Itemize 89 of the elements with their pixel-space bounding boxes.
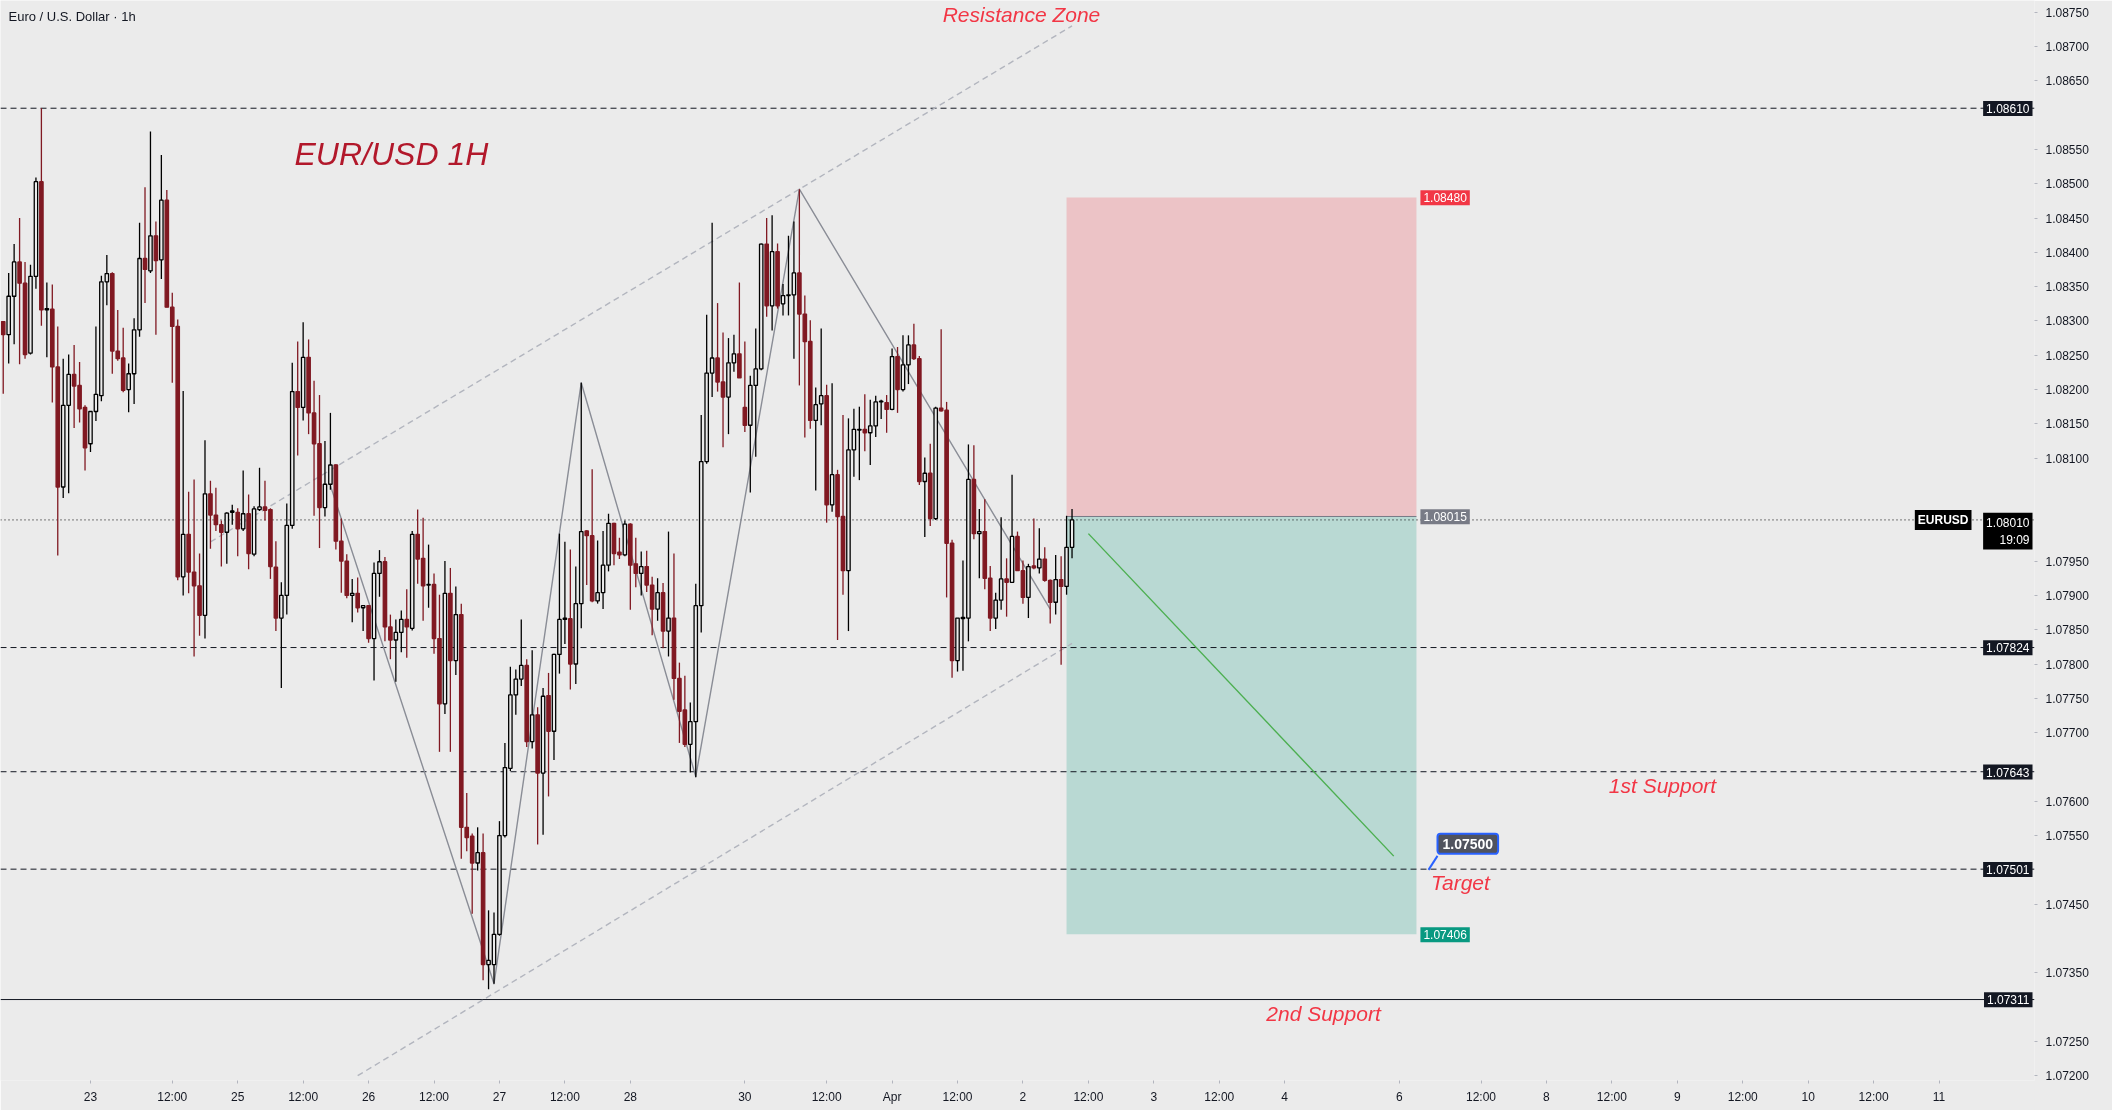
y-tick-label: 1.07550 — [2045, 829, 2090, 844]
candlestick — [355, 576, 361, 614]
candlestick — [638, 550, 644, 597]
y-tick-label: 1.07800 — [2045, 657, 2090, 672]
y-tick-label: 1.08550 — [2045, 142, 2090, 157]
annotation: Resistance Zone — [942, 2, 1101, 26]
candlestick — [398, 609, 404, 653]
x-tick-label: 25 — [231, 1089, 245, 1104]
annotation: EUR/USD 1H — [294, 135, 490, 172]
x-tick-label: 12:00 — [419, 1089, 450, 1104]
y-tick-label: 1.08500 — [2045, 177, 2090, 192]
x-tick-label: 10 — [1801, 1089, 1816, 1104]
ref-line-label: 1.07311 — [1987, 993, 2030, 1008]
candlestick — [862, 393, 868, 452]
x-tick-label: 8 — [1543, 1089, 1551, 1104]
candlestick — [235, 507, 241, 557]
candlestick — [1031, 517, 1037, 570]
x-tick-label: 12:00 — [1204, 1089, 1235, 1104]
x-tick-label: 12:00 — [1727, 1089, 1759, 1104]
candlestick — [1036, 527, 1042, 575]
band-label: 1.08480 — [1423, 191, 1468, 206]
y-tick-label: 1.08750 — [2045, 5, 2090, 20]
x-tick-label: 12:00 — [942, 1089, 973, 1104]
x-tick-label: 6 — [1395, 1089, 1403, 1104]
y-tick-label: 1.07200 — [2045, 1069, 2090, 1084]
text: Euro / U.S. Dollar · 1h — [8, 8, 136, 24]
annotation: Target — [1431, 871, 1492, 895]
legend-label: 1.08010 19:09 — [1986, 515, 2030, 547]
y-tick-label: 1.07600 — [2045, 794, 2090, 809]
y-tick-label: 1.07350 — [2045, 966, 2090, 981]
x-tick-label: 28 — [623, 1089, 638, 1104]
y-tick-label: 1.07950 — [2045, 554, 2090, 569]
y-tick-label: 1.08100 — [2045, 451, 2090, 466]
x-tick-label: 27 — [492, 1089, 507, 1104]
y-tick-label: 1.07700 — [2045, 726, 2090, 741]
band-label: 1.07406 — [1423, 928, 1468, 943]
y-tick-label: 1.08650 — [2045, 74, 2090, 89]
y-tick-label: 1.08250 — [2045, 348, 2090, 363]
x-tick-label: 12:00 — [811, 1089, 842, 1104]
annotation: 1.07500 — [1442, 835, 1494, 852]
y-tick-label: 1.07750 — [2045, 691, 2090, 706]
candlestick — [655, 577, 660, 622]
y-tick-label: 1.07850 — [2045, 623, 2090, 638]
candlestick — [44, 281, 50, 358]
x-tick-label: 3 — [1150, 1089, 1158, 1104]
candlestick — [349, 578, 355, 623]
x-tick-label: 12:00 — [288, 1089, 319, 1104]
x-tick-label: 12:00 — [1858, 1089, 1889, 1104]
ref-line-label: 1.07501 — [1986, 862, 2030, 877]
candlestick — [295, 340, 301, 457]
candlestick — [1053, 554, 1059, 616]
y-tick-label: 1.07450 — [2045, 897, 2090, 912]
x-tick-label: 9 — [1673, 1089, 1681, 1104]
x-tick-label: 26 — [361, 1089, 376, 1104]
candlestick — [1004, 557, 1009, 618]
annotation: 1st Support — [1608, 773, 1718, 797]
y-tick-label: 1.08200 — [2045, 383, 2090, 398]
candlestick — [240, 469, 246, 532]
x-tick-label: 4 — [1281, 1089, 1289, 1104]
x-tick-label: 12:00 — [549, 1089, 581, 1104]
candlestick — [666, 530, 671, 658]
x-tick-label: 30 — [738, 1089, 752, 1104]
ref-line-label: 1.08610 — [1986, 102, 2030, 117]
x-tick-label: 12:00 — [1073, 1089, 1104, 1104]
y-tick-label: 1.08300 — [2045, 314, 2090, 329]
y-tick-label: 1.07250 — [2045, 1034, 2090, 1049]
x-tick-label: 2 — [1019, 1089, 1027, 1104]
y-tick-label: 1.08700 — [2045, 39, 2090, 54]
candlestick — [426, 543, 431, 609]
ref-line-label: 1.07824 — [1986, 641, 2030, 656]
x-tick-label: 12:00 — [1596, 1089, 1628, 1104]
candlestick — [884, 394, 889, 434]
x-tick-label: Apr — [882, 1089, 902, 1104]
ref-line-label: 1.08015 — [1423, 510, 1468, 525]
y-tick-label: 1.08400 — [2045, 245, 2090, 260]
y-tick-label: 1.08450 — [2045, 211, 2090, 226]
candlestick — [404, 588, 410, 659]
y-tick-label: 1.08150 — [2045, 417, 2090, 432]
candlestick — [475, 826, 480, 872]
y-tick-label: 1.07900 — [2045, 588, 2090, 603]
y-tick-label: 1.08350 — [2045, 280, 2090, 295]
annotation: 2nd Support — [1265, 1001, 1382, 1025]
x-tick-label: 12:00 — [157, 1089, 188, 1104]
x-tick-label: 11 — [1932, 1089, 1946, 1104]
ref-line-label: 1.07643 — [1986, 765, 2030, 780]
candlestick — [0, 320, 6, 395]
x-tick-label: 23 — [83, 1089, 98, 1104]
x-tick-label: 12:00 — [1466, 1089, 1497, 1104]
annotation: EURUSD — [1917, 512, 1969, 527]
